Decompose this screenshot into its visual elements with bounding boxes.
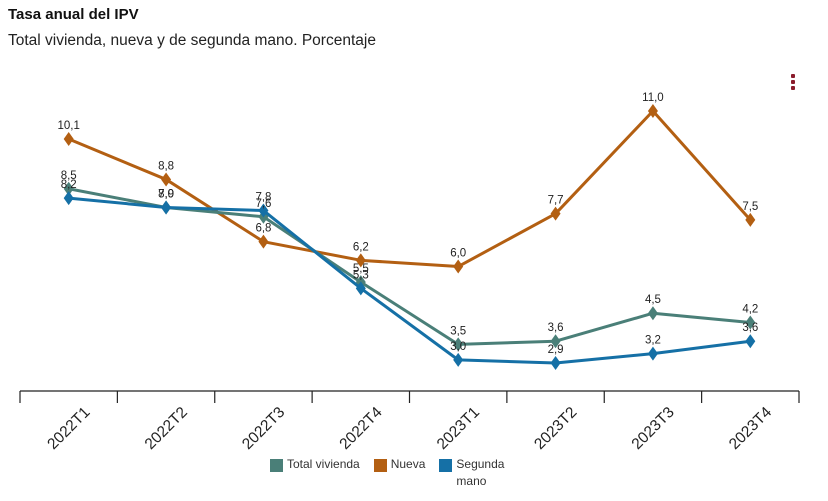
legend-label-nueva: Nueva	[390, 457, 426, 471]
data-label: 8,0	[158, 188, 174, 200]
data-point-marker	[63, 191, 74, 206]
x-tick-label: 2022T2	[142, 404, 191, 453]
series-line-0	[68, 187, 751, 346]
legend-item-total[interactable]: Total vivienda	[270, 456, 360, 473]
data-point-marker	[258, 234, 269, 249]
data-label: 6,0	[450, 248, 466, 260]
data-label: 3,5	[450, 325, 466, 337]
legend-swatch-total	[270, 459, 283, 472]
data-label: 7,5	[742, 201, 758, 213]
data-label: 4,2	[742, 304, 758, 316]
data-point-marker	[453, 352, 464, 367]
data-label: 8,2	[61, 179, 77, 191]
legend-item-nueva[interactable]: Nueva	[373, 456, 426, 473]
x-tick-label: 2023T1	[434, 404, 483, 453]
legend-swatch-segunda	[439, 459, 453, 472]
x-tick-label: 2023T3	[629, 404, 678, 453]
data-label: 2,9	[548, 344, 564, 356]
data-label: 11,0	[642, 92, 664, 104]
legend: Total vivienda Nueva Segunda mano	[270, 456, 522, 490]
data-point-marker	[258, 203, 269, 218]
data-point-marker	[453, 337, 464, 352]
data-point-marker	[355, 281, 366, 296]
x-tick-label: 2022T3	[239, 404, 288, 453]
kebab-menu-icon[interactable]	[788, 74, 798, 94]
data-point-marker	[550, 206, 561, 221]
data-point-marker	[550, 334, 561, 349]
x-tick-label: 2022T4	[336, 404, 385, 453]
series-line-1	[68, 109, 752, 269]
data-label: 7,6	[255, 198, 271, 210]
data-label: 6,8	[255, 223, 271, 235]
data-label: 7,8	[255, 192, 271, 204]
data-point-marker	[745, 212, 756, 227]
data-label: 10,1	[57, 120, 79, 132]
chart-title: Tasa anual del IPV	[8, 6, 139, 23]
legend-label-total: Total vivienda	[287, 457, 360, 471]
data-label: 8,5	[61, 170, 77, 182]
data-label: 3,0	[450, 341, 466, 353]
data-point-marker	[647, 306, 658, 321]
x-tick-label: 2023T2	[531, 404, 580, 453]
series-line-2	[68, 196, 751, 365]
data-point-marker	[355, 253, 366, 268]
data-label: 5,3	[353, 269, 369, 281]
data-point-marker	[647, 346, 658, 361]
chart-subtitle: Total vivienda, nueva y de segunda mano.…	[8, 32, 376, 49]
data-point-marker	[745, 334, 756, 349]
legend-swatch-nueva	[373, 459, 387, 472]
data-point-marker	[647, 104, 658, 118]
data-point-marker	[550, 356, 561, 370]
data-point-marker	[63, 132, 74, 146]
data-point-marker	[745, 315, 756, 330]
x-tick-label: 2023T4	[726, 404, 775, 453]
data-label: 3,6	[548, 322, 564, 334]
x-tick-label: 2022T1	[44, 404, 93, 453]
data-label: 3,6	[742, 322, 758, 334]
data-label: 7,7	[548, 195, 564, 207]
legend-label-segunda: Segunda mano	[456, 457, 505, 488]
data-label: 5,5	[353, 263, 369, 275]
data-point-marker	[63, 181, 74, 196]
data-label: 3,2	[645, 335, 661, 347]
data-label: 7,9	[158, 188, 174, 200]
legend-item-segunda[interactable]: Segunda mano	[439, 456, 508, 490]
data-label: 6,2	[353, 241, 369, 253]
data-label: 8,8	[158, 160, 174, 172]
data-point-marker	[453, 259, 464, 274]
data-point-marker	[161, 172, 172, 187]
data-label: 4,5	[645, 294, 661, 306]
data-point-marker	[161, 200, 172, 215]
